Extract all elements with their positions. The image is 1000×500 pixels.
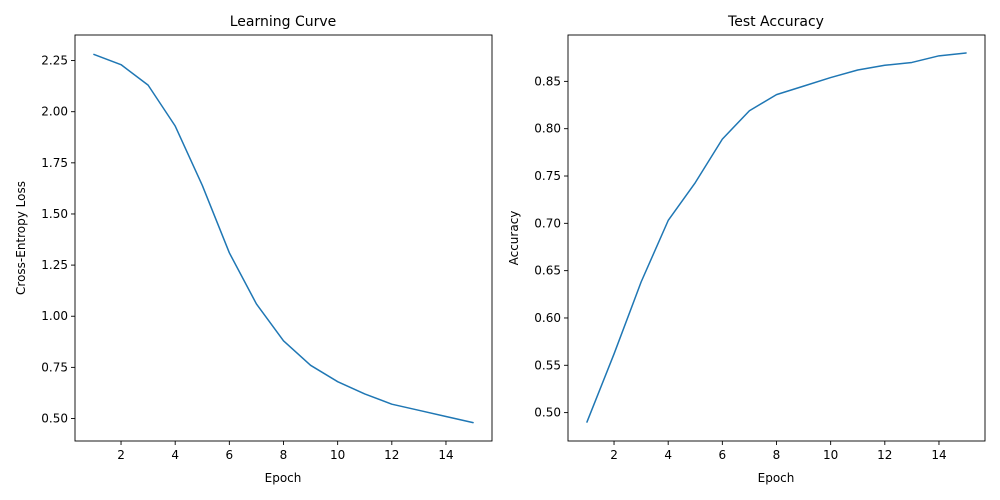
- loss-chart-xlabel: Epoch: [265, 471, 302, 485]
- accuracy-ytick-label: 0.60: [534, 311, 561, 325]
- accuracy-ytick-label: 0.50: [534, 406, 561, 420]
- accuracy-chart: Test Accuracy 2 4 6 8 10 12 14 0.50 0.55 0.60 0.65…: [507, 14, 986, 485]
- accuracy-chart-title: Test Accuracy: [727, 14, 824, 30]
- accuracy-ytick-label: 0.65: [534, 264, 561, 278]
- loss-ytick-label: 0.50: [41, 412, 68, 426]
- loss-ytick-label: 1.25: [41, 258, 68, 272]
- loss-chart-ylabel: Cross-Entropy Loss: [14, 181, 28, 295]
- accuracy-ytick-label: 0.55: [534, 358, 561, 372]
- loss-ytick-label: 0.75: [41, 360, 68, 374]
- accuracy-chart-frame: [567, 34, 986, 442]
- loss-xtick-label: 14: [438, 448, 453, 462]
- loss-xtick-label: 12: [384, 448, 399, 462]
- accuracy-ytick-label: 0.70: [534, 216, 561, 230]
- accuracy-xtick-label: 8: [773, 448, 781, 462]
- loss-xtick-label: 8: [280, 448, 288, 462]
- loss-chart-frame: [74, 34, 493, 442]
- loss-xtick-label: 2: [117, 448, 125, 462]
- loss-series-line: [93, 53, 474, 424]
- loss-chart-marks: 2 4 6 8 10 12 14 0.50 0.75 1.00 1.25 1.50 1.75 2.00 2.…: [41, 53, 474, 462]
- accuracy-xtick-label: 6: [719, 448, 727, 462]
- accuracy-chart-marks: 2 4 6 8 10 12 14 0.50 0.55 0.60 0.65 0.70 0.75 0.80 0.…: [534, 52, 967, 462]
- loss-ytick-label: 1.75: [41, 156, 68, 170]
- accuracy-ytick-label: 0.75: [534, 169, 561, 183]
- loss-xtick-label: 10: [330, 448, 345, 462]
- loss-xtick-label: 6: [226, 448, 234, 462]
- accuracy-series-line: [586, 52, 967, 423]
- accuracy-xtick-label: 4: [664, 448, 672, 462]
- loss-xtick-label: 4: [171, 448, 179, 462]
- accuracy-xtick-label: 2: [610, 448, 618, 462]
- accuracy-xtick-label: 10: [823, 448, 838, 462]
- accuracy-chart-ylabel: Accuracy: [507, 211, 521, 266]
- accuracy-xtick-label: 14: [931, 448, 946, 462]
- loss-ytick-label: 2.25: [41, 54, 68, 68]
- loss-ytick-label: 1.50: [41, 207, 68, 221]
- loss-ytick-label: 2.00: [41, 105, 68, 119]
- accuracy-ytick-label: 0.80: [534, 122, 561, 136]
- accuracy-xtick-label: 12: [877, 448, 892, 462]
- accuracy-ytick-label: 0.85: [534, 74, 561, 88]
- loss-ytick-label: 1.00: [41, 309, 68, 323]
- loss-chart: Learning Curve 2 4 6 8 10 12 14 0.50 0.75 1.00 1.2…: [14, 14, 493, 485]
- accuracy-chart-xlabel: Epoch: [758, 471, 795, 485]
- loss-chart-title: Learning Curve: [230, 14, 337, 30]
